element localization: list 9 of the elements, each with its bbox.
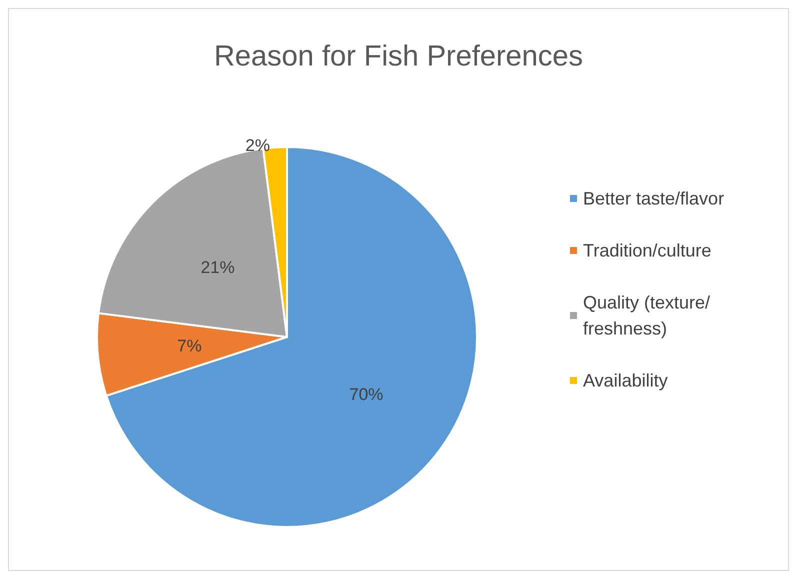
data-label: 7% (177, 336, 202, 356)
data-label: 21% (200, 258, 235, 278)
data-label: 70% (349, 385, 384, 404)
data-label: 2% (245, 136, 270, 155)
legend-label: Availability (583, 370, 668, 390)
legend-label: Better taste/flavor (583, 188, 724, 208)
chart-title: Reason for Fish Preferences (214, 40, 584, 72)
legend-label: Tradition/culture (583, 240, 712, 260)
legend-label: Quality (texture/freshness) (583, 292, 710, 338)
